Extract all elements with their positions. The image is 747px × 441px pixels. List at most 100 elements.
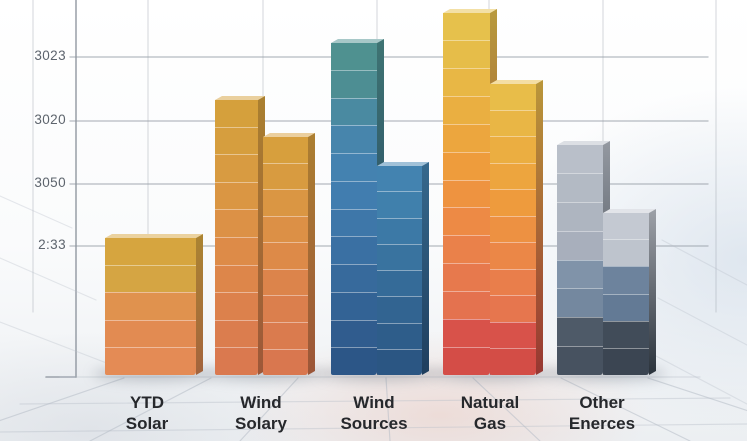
bar-segment	[263, 242, 308, 269]
bar-top-face	[443, 9, 497, 13]
bar-segment	[443, 123, 490, 152]
bar-segment	[263, 268, 308, 296]
bar-segment	[443, 179, 490, 208]
bar-segment	[331, 97, 377, 126]
bar-side-face	[308, 133, 315, 375]
bar-segment	[557, 259, 603, 289]
y-tick-label: 3050	[34, 175, 66, 190]
bar-top-face	[603, 209, 656, 213]
bar-segment	[377, 166, 422, 192]
bar-segment	[331, 69, 377, 98]
bar-segment	[603, 239, 649, 267]
bar-segment	[263, 137, 308, 163]
bar-segment	[443, 291, 490, 320]
y-tick-label: 3023	[34, 48, 66, 63]
bar-segment	[490, 321, 536, 349]
bar-natural-gas-2[interactable]	[490, 84, 536, 375]
bar-segment	[490, 109, 536, 137]
bar-segment	[331, 264, 377, 292]
category-label-line: Wind	[240, 393, 282, 412]
bar-ytd-solar-1[interactable]	[105, 238, 196, 375]
category-label-natural-gas: Natural Gas	[424, 392, 556, 434]
bar-segment	[443, 319, 490, 348]
bar-segment	[263, 321, 308, 349]
bar-wind-solary-1[interactable]	[215, 100, 258, 375]
category-label-other-enerces: Other Enerces	[536, 392, 668, 434]
bar-segment	[215, 292, 258, 320]
bar-segment	[215, 154, 258, 182]
bar-segment	[377, 217, 422, 244]
bar-top-face	[331, 39, 384, 43]
category-label-wind-solary: Wind Solary	[195, 392, 327, 434]
category-label-line: Other	[579, 393, 625, 412]
bar-segment	[377, 270, 422, 297]
bar-front-face	[377, 166, 422, 375]
bar-wind-sources-2[interactable]	[377, 166, 422, 375]
bar-segment	[105, 292, 196, 320]
bar-segment	[443, 13, 490, 40]
bar-side-face	[536, 80, 543, 375]
bar-wind-solary-2[interactable]	[263, 137, 308, 375]
category-label-line: YTD	[130, 393, 164, 412]
bar-segment	[557, 346, 603, 375]
bar-segment	[215, 319, 258, 348]
bar-segment	[490, 136, 536, 163]
bar-segment	[443, 263, 490, 292]
bar-top-face	[490, 80, 543, 84]
bar-segment	[490, 268, 536, 296]
bar-segment	[557, 317, 603, 347]
bar-top-face	[377, 162, 429, 166]
bar-segment	[263, 348, 308, 375]
bar-segment	[215, 100, 258, 127]
bar-segment	[105, 319, 196, 348]
bar-segment	[443, 207, 490, 236]
bar-segment	[331, 236, 377, 264]
bar-segment	[377, 348, 422, 375]
bar-segment	[215, 126, 258, 155]
bar-segment	[215, 264, 258, 293]
bar-segment	[263, 189, 308, 216]
bar-segment	[490, 295, 536, 322]
bar-segment	[331, 125, 377, 153]
bar-segment	[443, 67, 490, 96]
bar-top-face	[105, 234, 203, 238]
bar-segment	[557, 145, 603, 173]
bar-segment	[331, 347, 377, 375]
category-label-line: Enerces	[568, 414, 636, 433]
bar-segment	[603, 213, 649, 240]
bar-segment	[331, 43, 377, 70]
bar-top-face	[557, 141, 610, 145]
bar-side-face	[196, 234, 203, 375]
bar-segment	[215, 236, 258, 265]
bar-segment	[557, 201, 603, 231]
y-tick-label: 2:33	[38, 237, 66, 252]
bar-segment	[557, 172, 603, 202]
bar-natural-gas-1[interactable]	[443, 13, 490, 375]
bar-segment	[377, 191, 422, 218]
category-label-line: Wind	[353, 393, 395, 412]
bar-segment	[377, 243, 422, 270]
bar-segment	[603, 320, 649, 348]
bar-segment	[331, 291, 377, 320]
bar-side-face	[422, 162, 429, 375]
bar-front-face	[215, 100, 258, 375]
bar-segment	[490, 242, 536, 269]
bar-segment	[443, 347, 490, 375]
bar-front-face	[263, 137, 308, 375]
bar-top-face	[215, 96, 265, 100]
bar-wind-sources-1[interactable]	[331, 43, 377, 375]
bar-segment	[215, 209, 258, 237]
category-label-line: Solary	[235, 414, 287, 433]
bar-segment	[215, 181, 258, 210]
bar-other-enerces-2[interactable]	[603, 213, 649, 375]
bar-other-enerces-1[interactable]	[557, 145, 603, 375]
bar-segment	[443, 39, 490, 68]
bar-front-face	[331, 43, 377, 375]
y-tick-label: 3020	[34, 112, 66, 127]
bar-segment	[603, 347, 649, 375]
bar-segment	[490, 189, 536, 216]
bar-segment	[105, 347, 196, 375]
bar-segment	[105, 238, 196, 265]
